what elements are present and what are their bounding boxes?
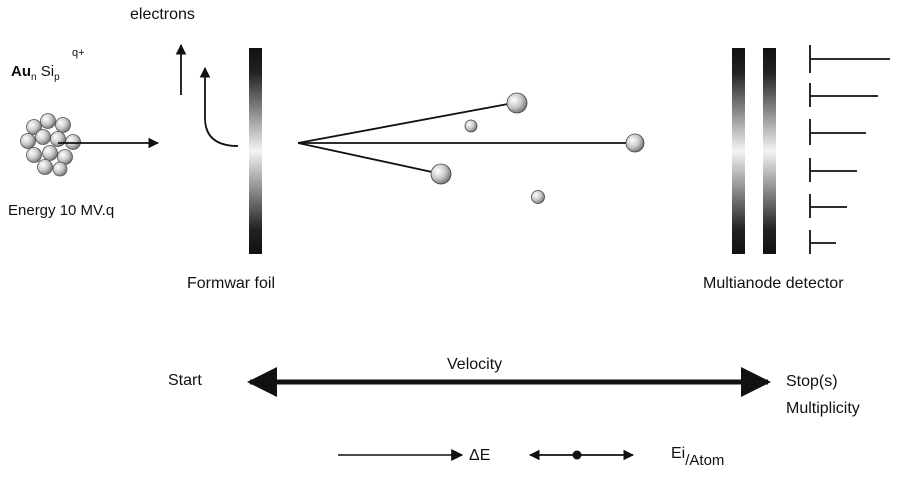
projectile-au: Au xyxy=(11,63,31,80)
fragment-sphere-small xyxy=(464,119,478,133)
detector-plate-1 xyxy=(732,48,745,254)
velocity-label: Velocity xyxy=(447,356,503,373)
energy-label: Energy 10 MV.q xyxy=(8,202,115,219)
fragment-trajectories xyxy=(297,103,627,173)
energy-per-atom-dot xyxy=(572,450,582,460)
start-label: Start xyxy=(168,372,202,389)
multianode-array xyxy=(809,45,890,254)
stop-label: Stop(s) xyxy=(786,373,838,390)
fragment-sphere-lower xyxy=(430,163,452,185)
formvar-foil xyxy=(249,48,262,254)
fragment-sphere-upper xyxy=(506,92,528,114)
cluster-projectile xyxy=(20,113,81,177)
detector-plate-2 xyxy=(763,48,776,254)
energy-ei: Ei xyxy=(671,445,686,462)
energy-per-atom-label: Ei/Atom xyxy=(671,445,724,469)
energy-per-atom-subscript: /Atom xyxy=(685,452,725,469)
projectile-si: Si xyxy=(40,63,55,80)
projectile-p-subscript: p xyxy=(54,72,60,83)
electrons-label: electrons xyxy=(130,6,195,23)
foil-label: Formwar foil xyxy=(187,275,276,292)
projectile-charge: q+ xyxy=(72,47,85,59)
delta-e-label: ΔE xyxy=(469,447,491,464)
projectile-n-subscript: n xyxy=(31,72,37,83)
multiplicity-label: Multiplicity xyxy=(786,400,860,417)
projectile-formula: Aun Sip xyxy=(11,64,60,83)
fragment-sphere-center xyxy=(625,133,645,153)
fragment-sphere-neutral xyxy=(531,190,545,204)
electron-arrow-curved xyxy=(199,66,239,147)
detector-label: Multianode detector xyxy=(703,275,844,292)
